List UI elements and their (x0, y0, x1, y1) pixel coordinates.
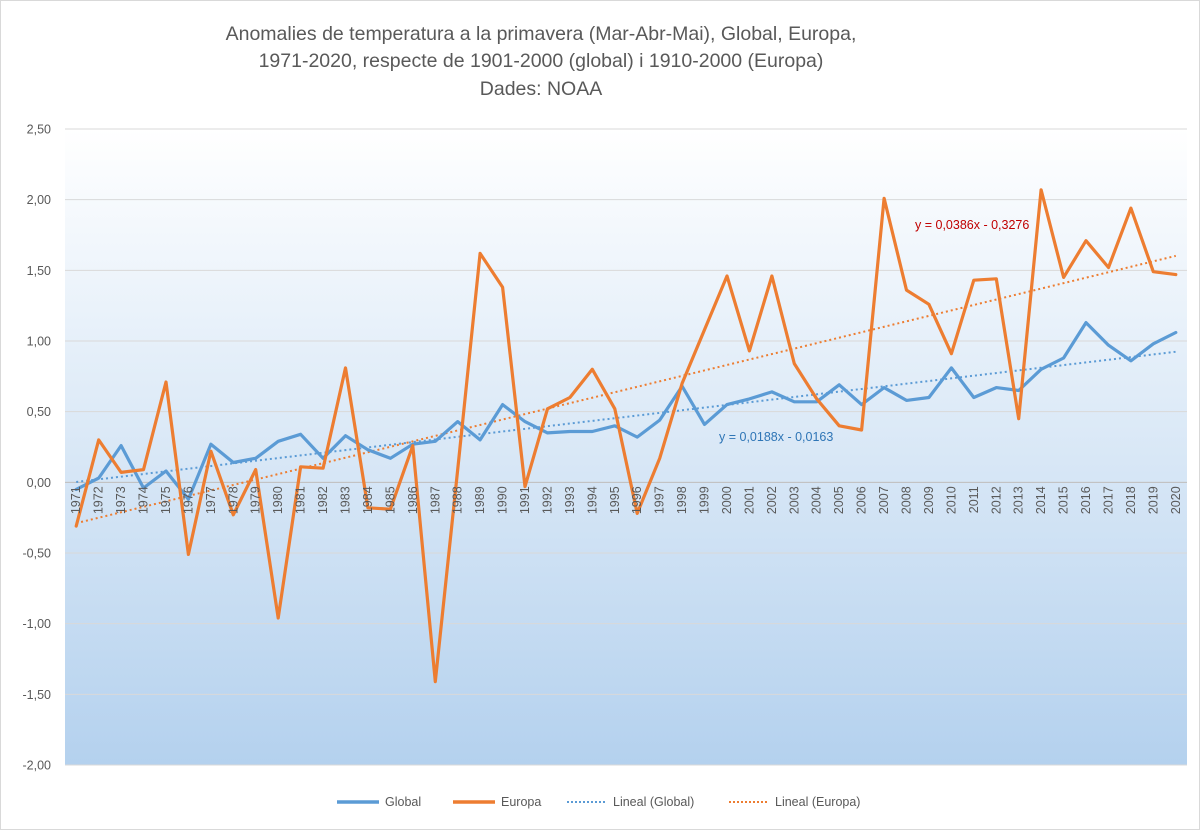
legend-label-lineal-global: Lineal (Global) (613, 795, 694, 809)
x-tick-label: 1983 (339, 486, 353, 514)
x-tick-label: 1999 (698, 486, 712, 514)
x-tick-label: 1989 (473, 486, 487, 514)
x-tick-label: 2007 (877, 486, 891, 514)
x-tick-label: 2013 (1012, 486, 1026, 514)
plot-area (65, 129, 1187, 765)
x-tick-label: 1979 (249, 486, 263, 514)
legend-label-europa: Europa (501, 795, 541, 809)
series-line-global (74, 321, 1178, 501)
y-tick-label: 1,50 (27, 264, 51, 278)
y-tick-label: -0,50 (23, 547, 52, 561)
x-tick-label: 1991 (518, 486, 532, 514)
y-tick-label: 0,50 (27, 405, 51, 419)
trendline-equation-global: y = 0,0188x - 0,0163 (719, 430, 833, 444)
x-axis-ticks: 1971 1972 1973 1974 1975 1976 1977 1978 1979 1980… (69, 486, 1183, 514)
x-tick-label: 1996 (630, 486, 644, 514)
x-tick-label: 2016 (1079, 486, 1093, 514)
chart-title-line-1: Anomalies de temperatura a la primavera … (226, 23, 857, 45)
x-tick-label: 2005 (832, 486, 846, 514)
x-tick-label: 2018 (1124, 486, 1138, 514)
x-tick-label: 1971 (69, 486, 83, 514)
y-tick-label: 0,00 (27, 476, 51, 490)
x-tick-label: 1987 (428, 486, 442, 514)
y-tick-label: 2,00 (27, 193, 51, 207)
x-tick-label: 2006 (855, 486, 869, 514)
x-tick-label: 1981 (294, 486, 308, 514)
x-tick-label: 1984 (361, 486, 375, 514)
x-tick-label: 1972 (92, 486, 106, 514)
x-tick-label: 2004 (810, 486, 824, 514)
x-tick-label: 1974 (137, 486, 151, 514)
x-tick-label: 1975 (159, 486, 173, 514)
x-tick-label: 1998 (675, 486, 689, 514)
y-tick-label: -1,00 (23, 617, 52, 631)
x-tick-label: 2017 (1101, 486, 1115, 514)
legend-item-lineal-europa[interactable]: Lineal (Europa) (729, 795, 860, 809)
x-tick-label: 2009 (922, 486, 936, 514)
x-tick-label: 1977 (204, 486, 218, 514)
x-tick-label: 1988 (451, 486, 465, 514)
x-tick-label: 1992 (540, 486, 554, 514)
legend: Global Europa Lineal (Global) Lineal (Eu… (337, 795, 860, 809)
legend-label-global: Global (385, 795, 421, 809)
x-tick-label: 1997 (653, 486, 667, 514)
x-tick-label: 2014 (1034, 486, 1048, 514)
y-tick-label: -2,00 (23, 759, 52, 773)
x-tick-label: 2010 (944, 486, 958, 514)
x-tick-label: 2012 (989, 486, 1003, 514)
x-tick-label: 2019 (1146, 486, 1160, 514)
x-tick-label: 2003 (787, 486, 801, 514)
y-tick-label: 1,00 (27, 335, 51, 349)
trendlines (75, 254, 1177, 525)
x-tick-label: 1978 (226, 486, 240, 514)
x-tick-label: 2020 (1169, 486, 1183, 514)
x-tick-label: 2008 (900, 486, 914, 514)
series-line-europa (74, 188, 1178, 684)
legend-item-europa[interactable]: Europa (453, 795, 541, 809)
legend-item-global[interactable]: Global (337, 795, 421, 809)
x-tick-label: 1985 (383, 486, 397, 514)
x-tick-label: 2001 (742, 486, 756, 514)
legend-label-lineal-europa: Lineal (Europa) (775, 795, 860, 809)
x-tick-label: 1980 (271, 486, 285, 514)
x-tick-label: 1990 (496, 486, 510, 514)
y-tick-label: 2,50 (27, 123, 51, 137)
x-tick-label: 1976 (181, 486, 195, 514)
chart-title-line-2: 1971-2020, respecte de 1901-2000 (global… (259, 50, 824, 72)
y-axis-ticks: 2,50 2,00 1,50 1,00 0,50 0,00 -0,50 -1,00 -1,50 -… (23, 123, 52, 773)
x-tick-label: 2002 (765, 486, 779, 514)
gridlines (65, 128, 1187, 766)
x-tick-label: 1986 (406, 486, 420, 514)
x-tick-label: 2000 (720, 486, 734, 514)
x-tick-label: 1982 (316, 486, 330, 514)
x-tick-label: 1993 (563, 486, 577, 514)
chart-title-line-3: Dades: NOAA (480, 78, 602, 100)
legend-item-lineal-global[interactable]: Lineal (Global) (567, 795, 694, 809)
trendline-equation-europa: y = 0,0386x - 0,3276 (915, 218, 1029, 232)
x-tick-label: 1973 (114, 486, 128, 514)
x-tick-label: 2011 (967, 486, 981, 513)
y-tick-label: -1,50 (23, 688, 52, 702)
x-tick-label: 1994 (585, 486, 599, 514)
series-lines (74, 188, 1178, 684)
trendline (75, 254, 1177, 525)
x-tick-label: 2015 (1057, 486, 1071, 514)
x-tick-label: 1995 (608, 486, 622, 514)
